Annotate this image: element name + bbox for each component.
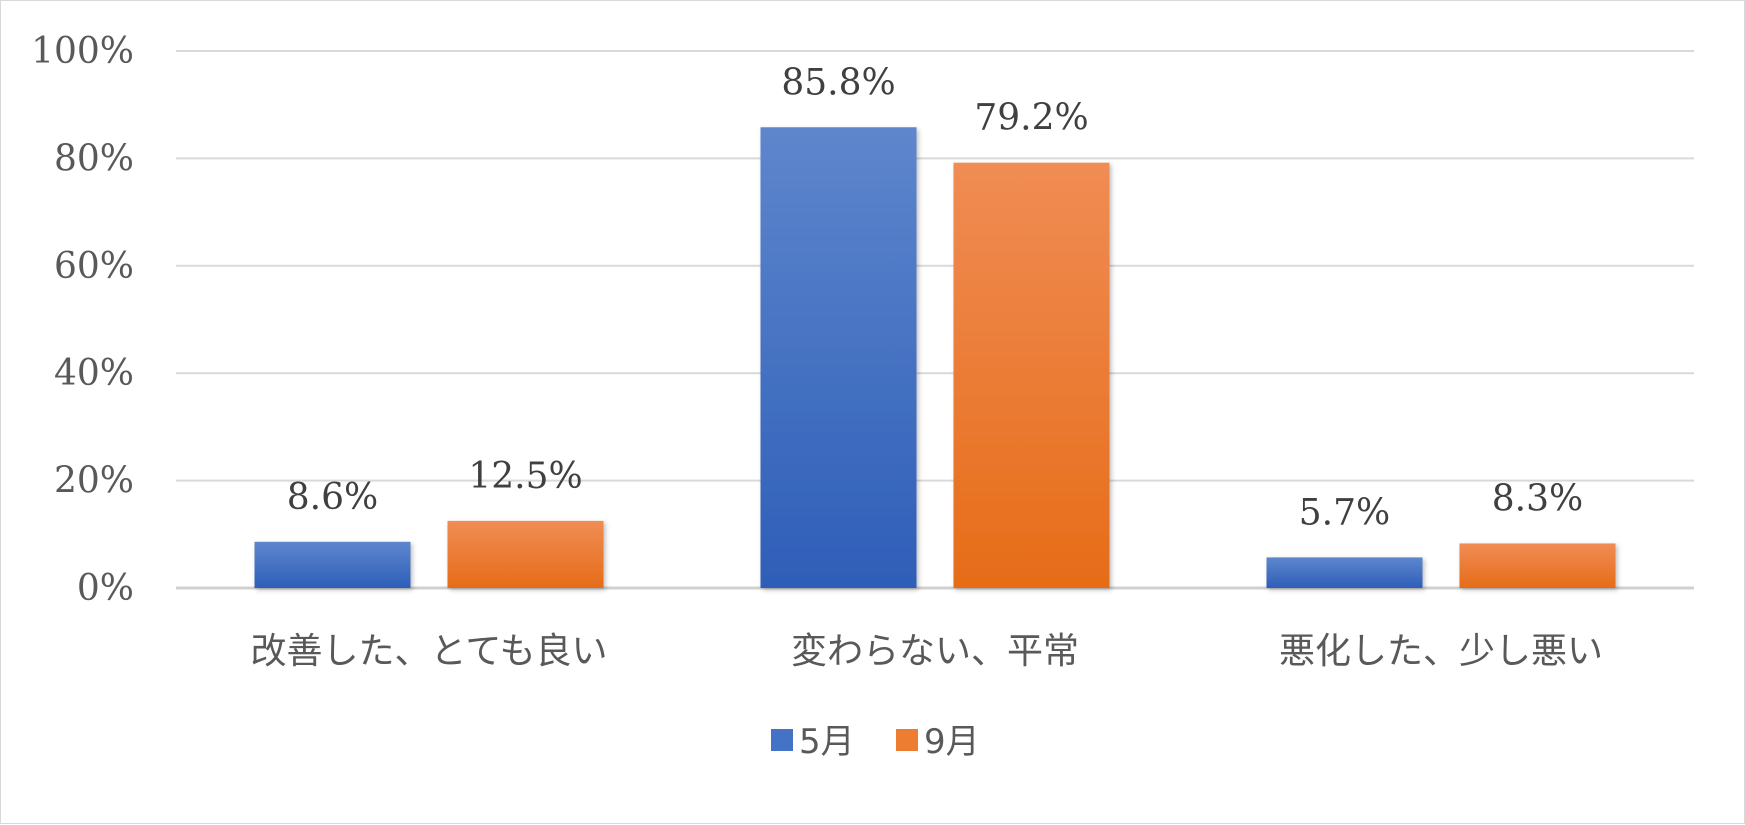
y-tick-label: 40%	[54, 353, 134, 394]
data-label: 12.5%	[468, 456, 582, 497]
y-tick-label: 100%	[31, 31, 134, 72]
bar	[1459, 543, 1616, 588]
x-category-label: 悪化した、少し悪い	[1279, 631, 1603, 672]
x-category-label: 改善した、とても良い	[250, 631, 607, 672]
data-label: 8.6%	[287, 477, 378, 518]
y-tick-label: 80%	[54, 138, 134, 179]
legend-swatch	[896, 729, 918, 751]
legend-label: 5月	[799, 722, 855, 762]
x-category-label: 変わらない、平常	[791, 631, 1079, 672]
bar	[447, 520, 604, 588]
bar	[760, 127, 917, 588]
data-label: 79.2%	[974, 98, 1088, 139]
y-tick-label: 20%	[54, 461, 134, 502]
data-label: 85.8%	[781, 62, 895, 103]
legend-label: 9月	[924, 722, 980, 762]
y-tick-label: 60%	[54, 246, 134, 287]
y-tick-label: 0%	[77, 568, 134, 609]
bar	[254, 541, 411, 588]
bar	[1266, 557, 1423, 588]
bar	[953, 162, 1110, 589]
data-label: 5.7%	[1299, 492, 1390, 533]
data-label: 8.3%	[1492, 478, 1583, 519]
legend-swatch	[771, 729, 793, 751]
